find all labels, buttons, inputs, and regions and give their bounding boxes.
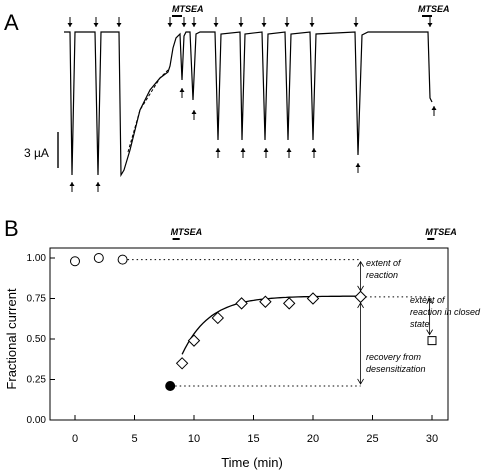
down-arrow-head: [191, 23, 197, 27]
application-arrows: [67, 17, 437, 192]
up-arrow-head: [431, 106, 437, 110]
data-point-square: [427, 336, 437, 346]
down-arrow-head: [116, 23, 122, 27]
up-arrow-head: [69, 182, 75, 186]
x-tick-label: 5: [131, 433, 137, 445]
up-arrow-head: [240, 148, 246, 152]
extent-arrow-head: [357, 260, 364, 267]
data-point-diamond: [282, 297, 296, 310]
down-arrow-head: [261, 23, 267, 27]
data-point-circle: [70, 256, 80, 267]
mtsea-label-b: MTSEA: [171, 227, 203, 237]
mtsea-label-a1: MTSEA: [172, 4, 204, 14]
down-arrow-head: [284, 23, 290, 27]
down-arrow-head: [67, 23, 73, 27]
annotation-recovery-line2: desensitization: [366, 364, 426, 374]
panel-b-label: B: [4, 216, 19, 241]
fit-curve-group: [181, 295, 361, 355]
closed-state-arrow-head: [426, 329, 433, 336]
data-point-diamond: [306, 292, 320, 305]
data-point-diamond: [259, 295, 272, 308]
up-arrow-head: [191, 110, 197, 114]
current-trace: [64, 31, 433, 178]
y-axis-title: Fractional current: [4, 288, 19, 390]
data-point-filled: [165, 380, 176, 391]
x-tick-label: 20: [307, 433, 319, 445]
annotations: extent of reaction extent of reaction in…: [366, 258, 481, 374]
annotation-recovery-line1: recovery from: [366, 352, 422, 362]
panel-a-label: A: [4, 10, 19, 35]
up-arrow-head: [95, 182, 101, 186]
annotation-closed-line1: extent of: [410, 295, 446, 305]
x-axis-title: Time (min): [221, 455, 283, 470]
down-arrow-head: [353, 23, 359, 27]
mtsea-label-b: MTSEA: [425, 227, 457, 237]
reference-lines: [127, 259, 433, 387]
annotation-closed-line3: state: [410, 319, 430, 329]
up-arrow-head: [179, 88, 185, 92]
mtsea-label-a2: MTSEA: [418, 4, 450, 14]
x-tick-label: 15: [247, 433, 259, 445]
x-tick-label: 10: [188, 433, 200, 445]
scale-bar-label: 3 µA: [24, 146, 49, 160]
drug-application-bars: MTSEA MTSEA: [171, 227, 457, 240]
axes: 0 5 10 15 20 25 30 0.00 0.25 0.50 0.75 1.00: [27, 247, 449, 445]
y-tick-label: 0.25: [27, 375, 47, 386]
fractional-current-plot: 0 5 10 15 20 25 300.000.250.500.751.00 MTSEA MT…: [4, 227, 481, 470]
closed-state-arrow-head: [426, 298, 433, 305]
data-point-diamond: [175, 357, 189, 370]
data-point-diamond: [354, 290, 367, 304]
y-tick-label: 0.75: [27, 294, 47, 305]
data-point-circle: [93, 253, 104, 263]
down-arrow-head: [213, 23, 219, 27]
x-tick-label: 30: [426, 433, 438, 445]
down-arrow-head: [181, 23, 187, 27]
data-point-diamond: [187, 334, 201, 347]
annotation-extent-line2: reaction: [366, 270, 398, 280]
down-arrow-head: [167, 23, 173, 27]
fit-curve: [181, 295, 361, 355]
up-arrow-head: [355, 163, 361, 167]
up-arrow-head: [215, 148, 221, 152]
up-arrow-head: [311, 148, 317, 152]
data-markers: [70, 253, 437, 391]
data-point-diamond: [211, 311, 225, 325]
annotation-extent-line1: extent of: [366, 258, 402, 268]
up-arrow-head: [263, 148, 269, 152]
y-tick-label: 0.50: [27, 334, 47, 345]
data-point-diamond: [235, 297, 248, 310]
recovery-arrow-head: [357, 378, 364, 385]
plot-frame: [49, 247, 449, 421]
up-arrow-head: [286, 148, 292, 152]
desensitization-recovery-dashed-segment: [127, 69, 169, 153]
data-point-circle: [117, 254, 128, 265]
down-arrow-head: [238, 23, 244, 27]
x-tick-label: 25: [366, 433, 378, 445]
down-arrow-head: [427, 23, 433, 27]
down-arrow-head: [309, 23, 315, 27]
annotation-closed-line2: reaction in closed: [410, 307, 481, 317]
y-tick-label: 1.00: [27, 253, 47, 264]
y-tick-label: 0.00: [27, 415, 47, 426]
down-arrow-head: [93, 23, 99, 27]
x-tick-label: 0: [72, 433, 78, 445]
current-trace-panel: 3 µA MTSEA MTSEA: [24, 4, 450, 192]
